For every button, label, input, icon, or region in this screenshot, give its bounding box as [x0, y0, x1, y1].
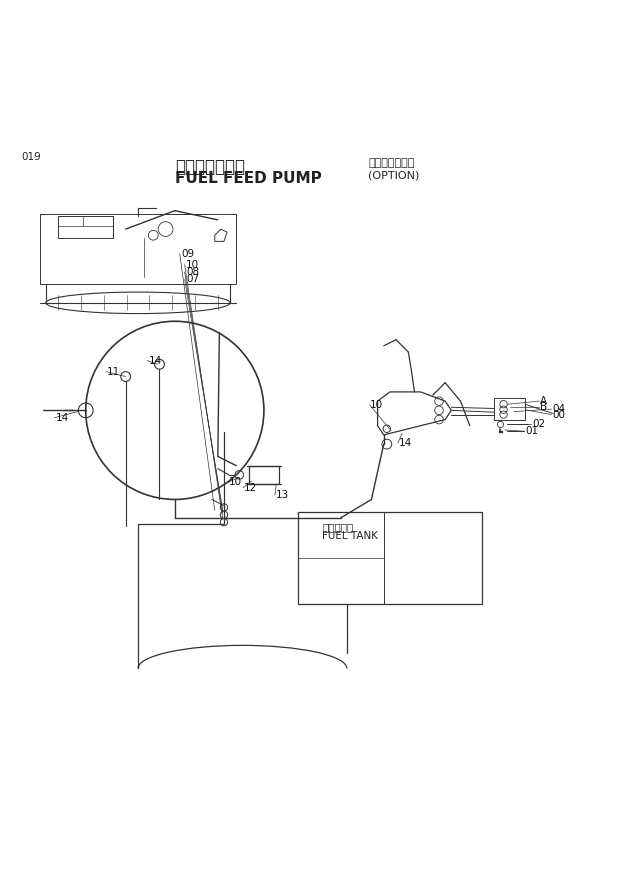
- Text: 14: 14: [399, 438, 412, 448]
- Text: 14: 14: [148, 356, 162, 365]
- Text: 10: 10: [370, 400, 383, 411]
- Text: (OPTION): (OPTION): [368, 171, 420, 180]
- Text: 09: 09: [181, 249, 194, 258]
- Text: 01: 01: [526, 427, 539, 436]
- Text: B: B: [541, 402, 547, 412]
- Text: FUEL TANK: FUEL TANK: [322, 531, 378, 540]
- Text: 10: 10: [186, 259, 199, 270]
- Text: 07: 07: [186, 274, 199, 285]
- Text: （オプション）: （オプション）: [368, 159, 415, 168]
- Text: 12: 12: [244, 483, 257, 493]
- Text: 019: 019: [21, 152, 41, 162]
- Text: 11: 11: [107, 367, 120, 377]
- Text: FUEL FEED PUMP: FUEL FEED PUMP: [175, 171, 322, 186]
- Text: 00: 00: [552, 410, 565, 420]
- Text: 燃料タンク: 燃料タンク: [322, 522, 353, 532]
- Text: 10: 10: [229, 477, 242, 487]
- Text: A: A: [541, 396, 547, 406]
- Text: 04: 04: [552, 404, 566, 414]
- Text: 02: 02: [533, 420, 546, 429]
- Text: 14: 14: [56, 413, 69, 423]
- Text: 13: 13: [276, 491, 290, 500]
- Text: 燃料給油ポンプ: 燃料給油ポンプ: [175, 159, 245, 176]
- Text: 08: 08: [186, 267, 199, 277]
